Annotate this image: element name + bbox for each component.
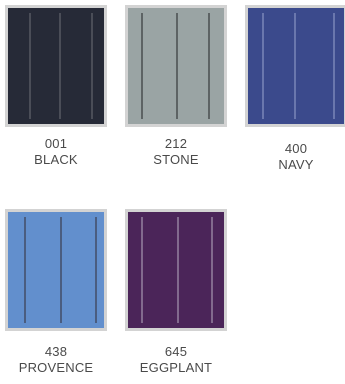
- swatch-label: 438 PROVENCE: [0, 344, 117, 376]
- swatch-code: 400: [284, 141, 308, 156]
- stripe: [141, 217, 143, 323]
- swatch-label: 212 STONE: [115, 136, 237, 168]
- stripe: [333, 13, 335, 119]
- swatch-tile[interactable]: [5, 5, 107, 127]
- swatch-name: NAVY: [278, 157, 314, 172]
- stripe: [208, 13, 210, 119]
- stripe: [24, 217, 26, 323]
- swatch-tile[interactable]: [125, 209, 227, 331]
- swatch-code: 438: [44, 344, 68, 359]
- stripe: [294, 13, 296, 119]
- swatch-code: 001: [44, 136, 68, 151]
- stripe: [95, 217, 97, 323]
- stripe: [176, 13, 178, 119]
- swatch-tile[interactable]: [245, 5, 345, 127]
- swatch-name: BLACK: [34, 152, 78, 167]
- stripe: [141, 13, 143, 119]
- swatch-name: EGGPLANT: [139, 360, 213, 375]
- swatch-code: 645: [164, 344, 188, 359]
- stripe: [211, 217, 213, 323]
- stripe: [177, 217, 179, 323]
- stripe: [60, 217, 62, 323]
- stripe: [91, 13, 93, 119]
- swatch-tile[interactable]: [125, 5, 227, 127]
- swatch-label: 645 EGGPLANT: [115, 344, 237, 376]
- swatch-tile[interactable]: [5, 209, 107, 331]
- swatch-label: 001 BLACK: [0, 136, 117, 168]
- swatch-name: PROVENCE: [18, 360, 94, 375]
- swatch-label: 400 NAVY: [235, 141, 345, 173]
- stripe: [29, 13, 31, 119]
- swatch-code: 212: [164, 136, 188, 151]
- swatch-name: STONE: [153, 152, 199, 167]
- stripe: [59, 13, 61, 119]
- stripe: [262, 13, 264, 119]
